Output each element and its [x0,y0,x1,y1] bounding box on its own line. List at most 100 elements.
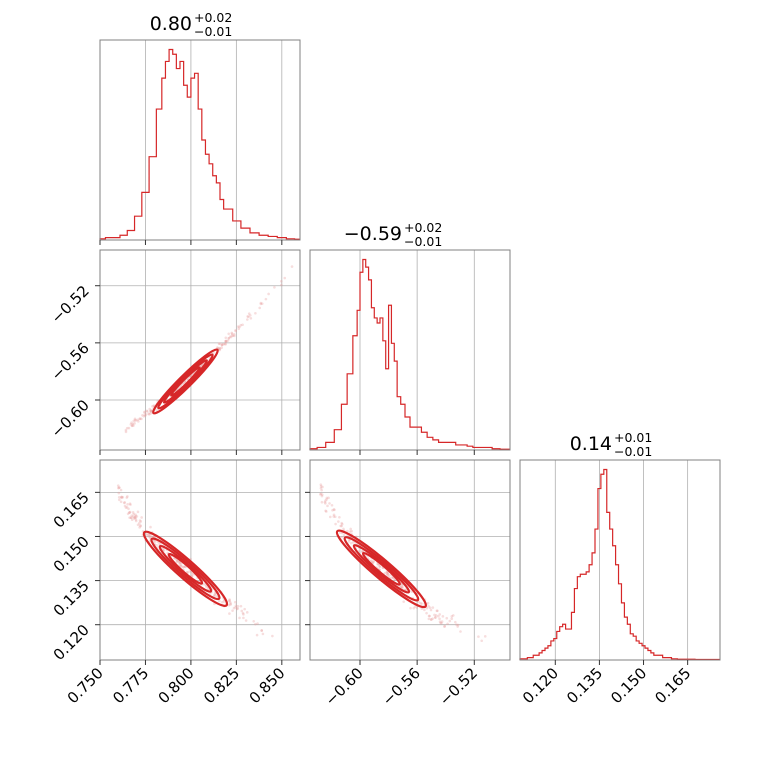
scatter-point [260,302,264,305]
scatter-point [349,527,352,531]
scatter-point [218,347,222,350]
scatter-point [117,496,121,499]
contour-level [352,544,411,594]
scatter-point [399,585,403,588]
scatter-point [236,607,239,610]
param-0-title-value: 0.80 [150,13,192,35]
scatter-point [427,617,431,621]
scatter-point [145,532,149,535]
scatter-point [129,516,133,520]
scatter-point [333,508,336,512]
x-tick-label: 0.775 [109,664,152,707]
scatter-point [319,493,322,496]
scatter-point [429,608,433,612]
scatter-point [386,572,389,576]
scatter-point [249,316,253,320]
scatter-point [231,609,234,612]
scatter-point [401,585,404,589]
scatter-point [456,625,459,628]
scatter-point [327,496,330,500]
param-2-title-minus: −0.01 [614,444,652,459]
scatter-point [126,495,129,498]
param-2-title-plus: +0.01 [614,430,652,445]
scatter-point [254,311,257,315]
scatter-point [386,571,390,575]
scatter-point [417,600,421,604]
scatter-point [228,601,232,604]
scatter-point [132,419,136,423]
scatter-point [234,606,237,609]
scatter-point [214,592,217,596]
scatter-point [178,561,182,565]
scatter-point [330,504,334,507]
scatter-point [237,327,241,331]
x-tick-label: 0.800 [155,664,198,707]
scatter-point [138,521,141,525]
scatter-point [141,413,144,417]
scatter-point [228,598,231,601]
scatter-point [147,413,151,416]
scatter-point [227,332,231,336]
scatter-point [383,571,387,575]
scatter-point [206,587,210,590]
scatter-point [342,527,345,531]
scatter-point [431,606,435,609]
scatter-point [119,488,123,492]
scatter-point [340,531,344,535]
scatter-point [477,635,480,638]
scatter-point [342,533,346,537]
scatter-point [431,617,434,620]
param-0-title-minus: −0.01 [194,24,232,39]
scatter-point [385,573,389,577]
scatter-point [119,500,123,504]
scatter-point [159,542,162,546]
scatter-point [136,418,140,422]
panel-grid [359,250,475,450]
scatter-point [232,606,236,610]
scatter-point [433,616,437,619]
p2_vs_p0-scatter [116,484,274,638]
param-0-histogram [99,48,300,240]
scatter-point [439,621,442,625]
scatter-point [182,565,185,569]
scatter-point [133,418,137,422]
scatter-point [361,550,364,553]
scatter-point [443,624,446,628]
scatter-point [117,498,121,502]
param-2-title-value: 0.14 [570,433,612,455]
scatter-point [238,325,241,329]
scatter-point [320,500,324,504]
y-tick-label: 0.135 [50,577,93,620]
scatter-point [436,614,440,618]
scatter-point [218,599,221,603]
scatter-point [260,629,264,632]
scatter-point [385,571,389,575]
scatter-point [376,562,379,566]
scatter-point [427,604,430,608]
scatter-point [229,602,233,605]
scatter-point [319,486,323,490]
scatter-point [423,608,426,612]
scatter-point [340,521,344,525]
scatter-point [445,616,449,620]
param-2-histogram [519,468,720,661]
scatter-point [433,613,436,617]
scatter-point [234,604,238,607]
scatter-point [124,506,128,510]
scatter-point [185,570,189,574]
contour-level [167,552,204,585]
scatter-point [150,409,153,413]
scatter-point [319,484,323,488]
x-tick-label: 0.135 [563,664,606,707]
scatter-point [319,492,323,496]
scatter-point [429,618,433,621]
scatter-point [128,510,132,514]
scatter-point [378,565,382,568]
scatter-point [116,484,120,487]
scatter-point [221,343,224,346]
scatter-point [235,607,239,611]
scatter-point [324,510,328,513]
scatter-point [117,486,121,489]
scatter-point [143,414,147,418]
scatter-point [138,526,141,529]
